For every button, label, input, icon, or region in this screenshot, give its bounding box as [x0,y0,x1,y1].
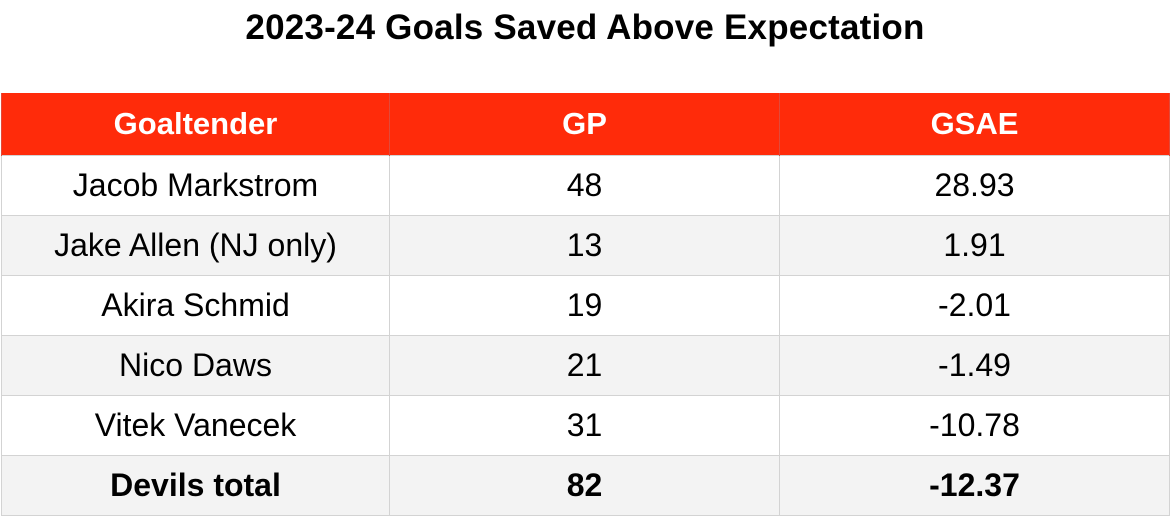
total-row: Devils total 82 -12.37 [1,454,1170,516]
column-header-goaltender: Goaltender [1,93,390,155]
table-row: Vitek Vanecek 31 -10.78 [1,394,1170,456]
total-gp-cell: 82 [389,454,780,516]
gp-cell: 19 [389,274,780,336]
gsae-cell: -10.78 [779,394,1170,456]
gsae-cell: -2.01 [779,274,1170,336]
gp-cell: 48 [389,154,780,216]
page-title: 2023-24 Goals Saved Above Expectation [245,8,925,47]
table-row: Jake Allen (NJ only) 13 1.91 [1,214,1170,276]
table-row: Nico Daws 21 -1.49 [1,334,1170,396]
gsae-table: Goaltender GP GSAE Jacob Markstrom 48 28… [1,93,1170,516]
column-header-gsae: GSAE [779,93,1170,155]
table-row: Jacob Markstrom 48 28.93 [1,154,1170,216]
goaltender-cell: Vitek Vanecek [1,394,390,456]
column-header-gp: GP [389,93,780,155]
gsae-cell: -1.49 [779,334,1170,396]
total-gsae-cell: -12.37 [779,454,1170,516]
gp-cell: 21 [389,334,780,396]
gp-cell: 13 [389,214,780,276]
table-row: Akira Schmid 19 -2.01 [1,274,1170,336]
gp-cell: 31 [389,394,780,456]
total-label-cell: Devils total [1,454,390,516]
goaltender-cell: Nico Daws [1,334,390,396]
table-header-row: Goaltender GP GSAE [1,93,1170,155]
goaltender-cell: Akira Schmid [1,274,390,336]
goaltender-cell: Jake Allen (NJ only) [1,214,390,276]
gsae-cell: 28.93 [779,154,1170,216]
goaltender-cell: Jacob Markstrom [1,154,390,216]
gsae-cell: 1.91 [779,214,1170,276]
